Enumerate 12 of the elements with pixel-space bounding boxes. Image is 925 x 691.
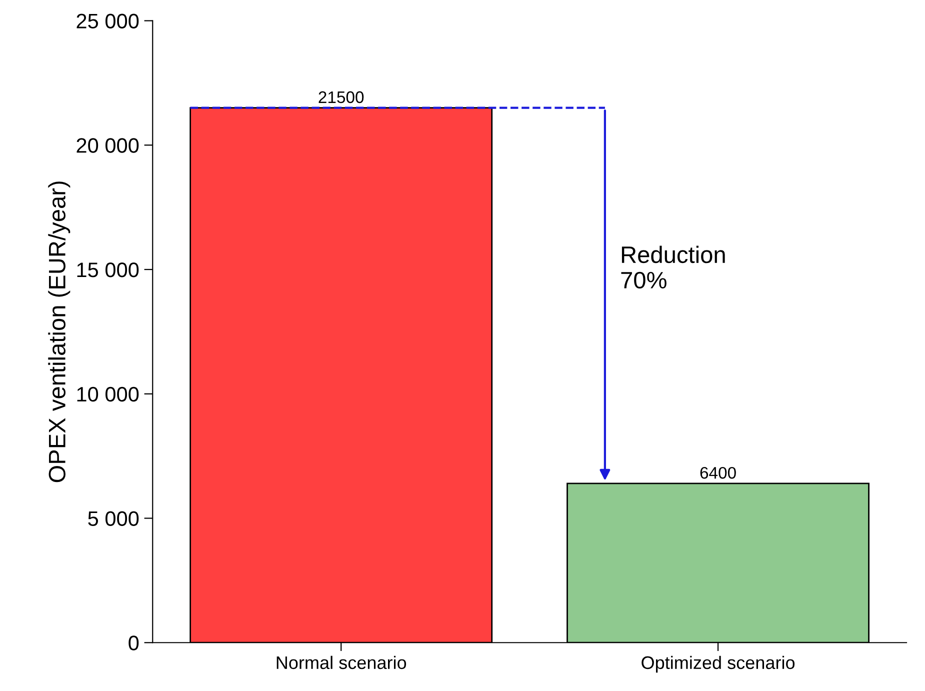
y-tick-label: 10 000: [77, 386, 139, 402]
data-label: 21500: [318, 91, 364, 104]
y-tick-label: 25 000: [76, 14, 139, 28]
annotation: Reduction 70%: [621, 246, 725, 289]
y-tick-label: 15 000: [77, 262, 139, 278]
x-tick-label: Optimized scenario: [642, 656, 795, 673]
x-tick-label: Normal scenario: [276, 656, 406, 670]
y-tick-label: 5 000: [88, 511, 139, 526]
y-tick-label: 0: [128, 636, 139, 650]
y-axis-title: OPEX ventilation (EUR/year): [48, 182, 70, 482]
data-label: 6400: [700, 466, 736, 479]
y-tick-label: 20 000: [76, 138, 139, 153]
